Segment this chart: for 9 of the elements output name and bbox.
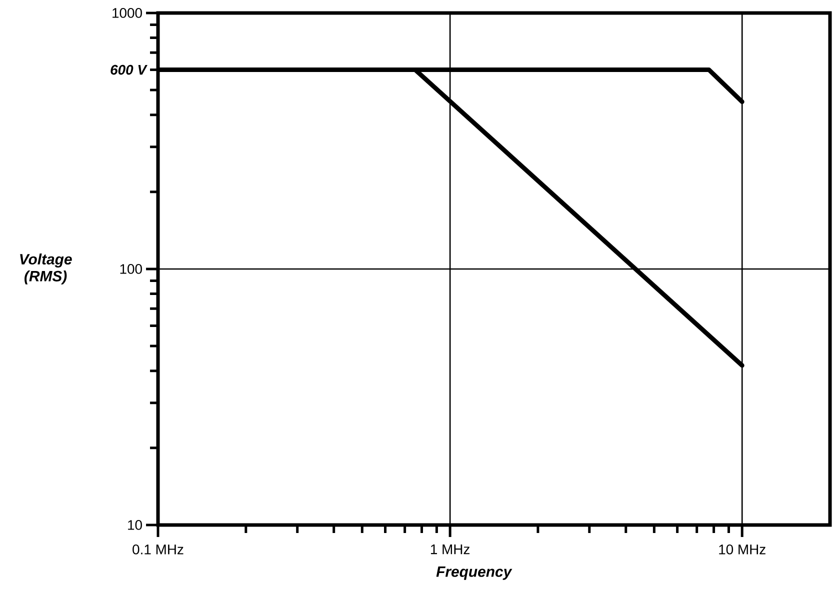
y-tick-label: 100 [120,264,142,274]
x-tick-label: 0.1 MHz [132,544,184,554]
y-tick-label: 10 [128,520,142,530]
y-axis-title: Voltage (RMS) [20,254,72,284]
y-tick-label: 1000 [112,8,142,18]
x-axis-title: Frequency [436,566,512,580]
x-tick-label: 1 MHz [430,544,470,554]
y-tick-label: 600 V [110,64,148,75]
x-tick-label: 10 MHz [719,544,766,554]
